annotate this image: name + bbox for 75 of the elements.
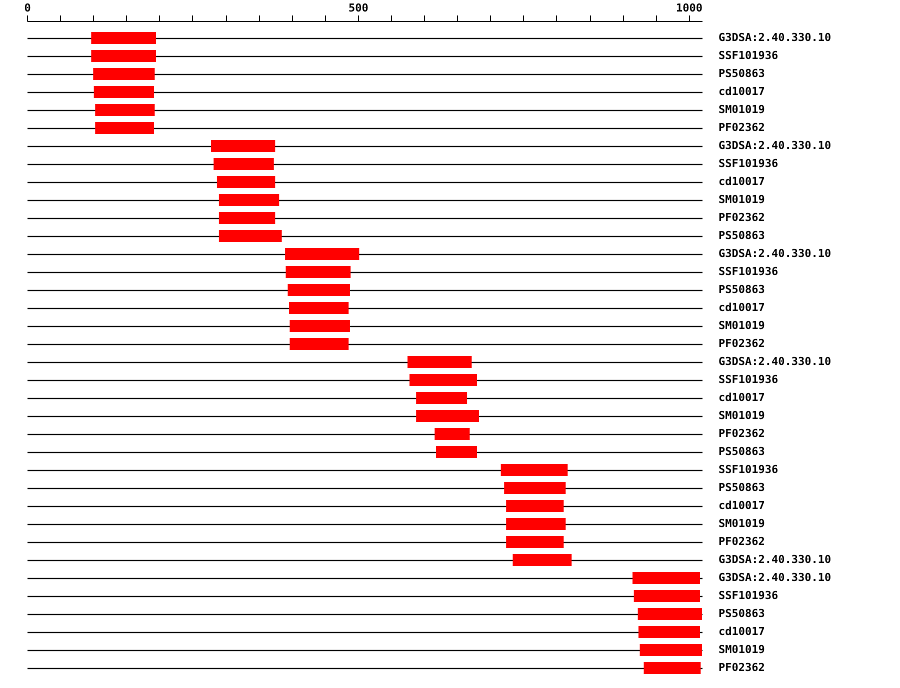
y-tick-label: PF02362 — [718, 337, 765, 350]
y-tick-label: SM01019 — [718, 193, 765, 206]
y-tick-label: G3DSA:2.40.330.10 — [718, 247, 832, 260]
y-tick-label: cd10017 — [718, 175, 765, 188]
y-tick-label: cd10017 — [718, 499, 765, 512]
bar — [91, 32, 156, 44]
y-tick-label: PF02362 — [718, 427, 765, 440]
y-tick-label: PF02362 — [718, 535, 765, 548]
y-tick-label: G3DSA:2.40.330.10 — [718, 553, 832, 566]
bar — [95, 122, 154, 134]
bar — [644, 662, 701, 674]
bar — [95, 104, 155, 116]
bar — [504, 482, 566, 494]
y-tick-label: SM01019 — [718, 103, 765, 116]
y-tick-label: G3DSA:2.40.330.10 — [718, 571, 832, 584]
bar — [506, 518, 566, 530]
y-tick-label: SM01019 — [718, 409, 765, 422]
bar — [94, 86, 154, 98]
bar — [416, 392, 468, 404]
bar — [218, 230, 282, 242]
x-tick-label: 0 — [24, 2, 31, 14]
y-tick-label: PS50863 — [718, 445, 765, 458]
bar — [512, 554, 572, 566]
bar — [290, 338, 349, 350]
y-tick-label: SM01019 — [718, 643, 765, 656]
bar — [500, 464, 568, 476]
y-tick-label: PS50863 — [718, 607, 765, 620]
y-tick-label: SSF101936 — [718, 373, 778, 386]
bar — [634, 590, 700, 602]
bar — [506, 536, 564, 548]
x-tick-label: 500 — [348, 2, 368, 14]
bar — [506, 500, 564, 512]
y-tick-label: PS50863 — [718, 283, 765, 296]
bar — [638, 608, 702, 620]
y-tick-label: PS50863 — [718, 481, 765, 494]
y-tick-label: PF02362 — [718, 661, 765, 674]
y-tick-label: cd10017 — [718, 301, 765, 314]
bar — [436, 446, 477, 458]
y-tick-label: SSF101936 — [718, 463, 778, 476]
bar — [416, 410, 479, 422]
y-tick-label: SM01019 — [718, 319, 765, 332]
y-tick-label: G3DSA:2.40.330.10 — [718, 31, 832, 44]
y-tick-label: cd10017 — [718, 625, 765, 638]
bar — [218, 194, 280, 206]
bar — [91, 50, 156, 62]
bar — [289, 302, 349, 314]
bar — [632, 572, 700, 584]
bar — [285, 248, 360, 260]
y-tick-label: SSF101936 — [718, 265, 778, 278]
bar — [410, 374, 477, 386]
bar — [93, 68, 155, 80]
bar — [408, 356, 472, 368]
y-tick-label: PS50863 — [718, 67, 765, 80]
bar — [210, 140, 276, 152]
y-tick-label: cd10017 — [718, 391, 765, 404]
bar — [214, 158, 274, 170]
y-tick-label: PF02362 — [718, 211, 765, 224]
y-tick-label: G3DSA:2.40.330.10 — [718, 139, 832, 152]
y-tick-label: G3DSA:2.40.330.10 — [718, 355, 832, 368]
y-tick-label: SSF101936 — [718, 589, 778, 602]
bar — [286, 266, 351, 278]
y-tick-label: SM01019 — [718, 517, 765, 530]
y-tick-label: PS50863 — [718, 229, 765, 242]
x-tick-label: 1000 — [676, 2, 703, 14]
bar — [434, 428, 470, 440]
bar — [218, 212, 276, 224]
bar — [216, 176, 276, 188]
y-tick-label: cd10017 — [718, 85, 765, 98]
y-tick-label: SSF101936 — [718, 157, 778, 170]
y-tick-label: SSF101936 — [718, 49, 778, 62]
bar — [638, 626, 700, 638]
bar — [290, 320, 350, 332]
bar — [640, 644, 702, 656]
y-tick-label: PF02362 — [718, 121, 765, 134]
bar — [288, 284, 350, 296]
